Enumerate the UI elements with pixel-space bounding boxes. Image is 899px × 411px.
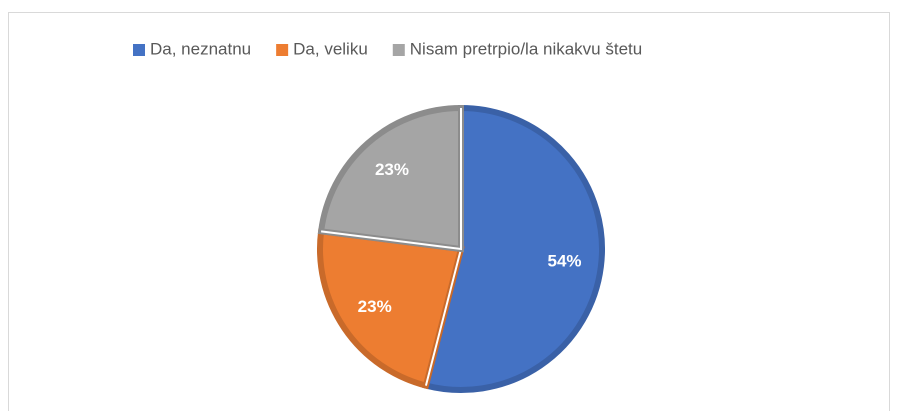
legend-swatch — [392, 44, 405, 56]
pie: 54% 23% 23% — [317, 104, 605, 393]
data-label: 54% — [548, 252, 582, 271]
legend-swatch — [276, 44, 289, 56]
legend-swatch — [133, 44, 145, 56]
pie-slice — [422, 104, 605, 393]
legend-label: Nisam pretrpio/la nikakvu štetu — [410, 39, 642, 58]
data-label: 23% — [375, 160, 409, 179]
legend-label: Da, neznatnu — [150, 39, 251, 58]
legend: Da, neznatnu Da, veliku Nisam pretrpio/la … — [133, 39, 642, 58]
data-label: 23% — [358, 297, 392, 316]
slice-separator — [320, 108, 462, 251]
legend-label: Da, veliku — [293, 39, 368, 58]
pie-slice — [317, 227, 465, 390]
pie-slice — [317, 104, 464, 253]
